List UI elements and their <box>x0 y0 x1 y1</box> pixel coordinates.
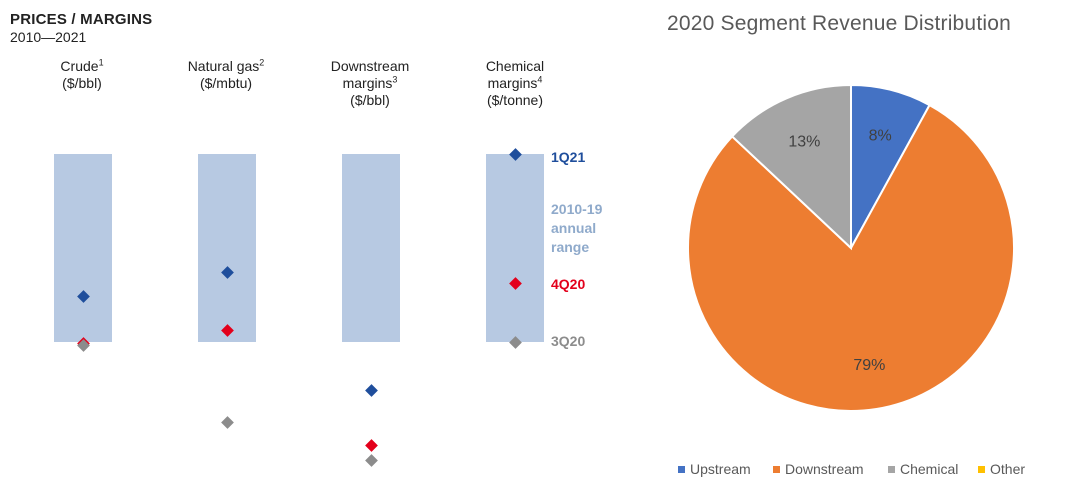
column-name-2: margins <box>342 75 393 91</box>
column-header-downstream: Downstream margins3 ($/bbl) <box>300 58 440 109</box>
range-bar-crude <box>54 154 112 342</box>
footnote-mark: 3 <box>392 74 398 85</box>
footnote-mark: 4 <box>537 74 543 85</box>
column-name: Crude <box>60 58 99 74</box>
column-header-natural-gas: Natural gas2 ($/mbtu) <box>156 58 296 92</box>
pie-legend-upstream: Upstream <box>678 461 751 477</box>
legend-swatch <box>888 466 895 473</box>
pie-legend-other: Other <box>978 461 1025 477</box>
column-unit: ($/bbl) <box>350 92 390 108</box>
legend-swatch <box>978 466 985 473</box>
column-unit: ($/tonne) <box>486 92 544 108</box>
marker-4q20-downstream <box>364 439 378 452</box>
legend-range: 2010-19 annual range <box>551 200 602 257</box>
legend-1q21: 1Q21 <box>551 149 586 165</box>
legend-swatch <box>678 466 685 473</box>
legend-label: Other <box>990 461 1026 477</box>
marker-1q21-downstream <box>364 384 378 398</box>
pie-slice-downstream <box>687 103 1015 412</box>
legend-label: Chemical <box>900 461 959 477</box>
legend-label: Downstream <box>785 461 864 477</box>
legend-range-line: range <box>551 239 590 255</box>
range-bar-natural-gas <box>198 154 256 342</box>
pie-slice-chemical <box>730 83 852 251</box>
range-bar-chemical <box>486 154 544 342</box>
range-bar-downstream <box>342 154 400 342</box>
footnote-mark: 1 <box>98 57 104 68</box>
prices-margins-title: PRICES / MARGINS <box>10 11 153 28</box>
prices-margins-subtitle: 2010—2021 <box>10 29 87 45</box>
pie-legend-chemical: Chemical <box>888 461 958 477</box>
legend-label: Upstream <box>690 461 751 477</box>
column-unit: ($/mbtu) <box>199 75 253 91</box>
column-name-2: margins <box>487 75 538 91</box>
column-name: Downstream <box>330 58 410 74</box>
pie-legend-downstream: Downstream <box>773 461 864 477</box>
column-header-crude: Crude1 ($/bbl) <box>12 58 152 92</box>
marker-3q20-downstream <box>364 454 378 467</box>
pie-data-label-downstream: 79% <box>853 357 885 374</box>
legend-range-line: 2010-19 <box>551 201 603 217</box>
column-name: Chemical <box>485 58 545 74</box>
footnote-mark: 2 <box>259 57 265 68</box>
legend-4q20: 4Q20 <box>551 276 586 292</box>
legend-range-line: annual <box>551 220 597 236</box>
legend-3q20: 3Q20 <box>551 333 586 349</box>
pie-chart-title: 2020 Segment Revenue Distribution <box>667 12 1011 35</box>
pie-data-label-upstream: 8% <box>869 127 892 144</box>
marker-3q20-natural-gas <box>220 416 234 430</box>
column-header-chemical: Chemical margins4 ($/tonne) <box>445 58 585 109</box>
column-unit: ($/bbl) <box>62 75 102 91</box>
pie-data-label-chemical: 13% <box>788 133 820 150</box>
legend-swatch <box>773 466 780 473</box>
pie-slice-upstream <box>850 83 931 249</box>
column-name: Natural gas <box>187 58 260 74</box>
